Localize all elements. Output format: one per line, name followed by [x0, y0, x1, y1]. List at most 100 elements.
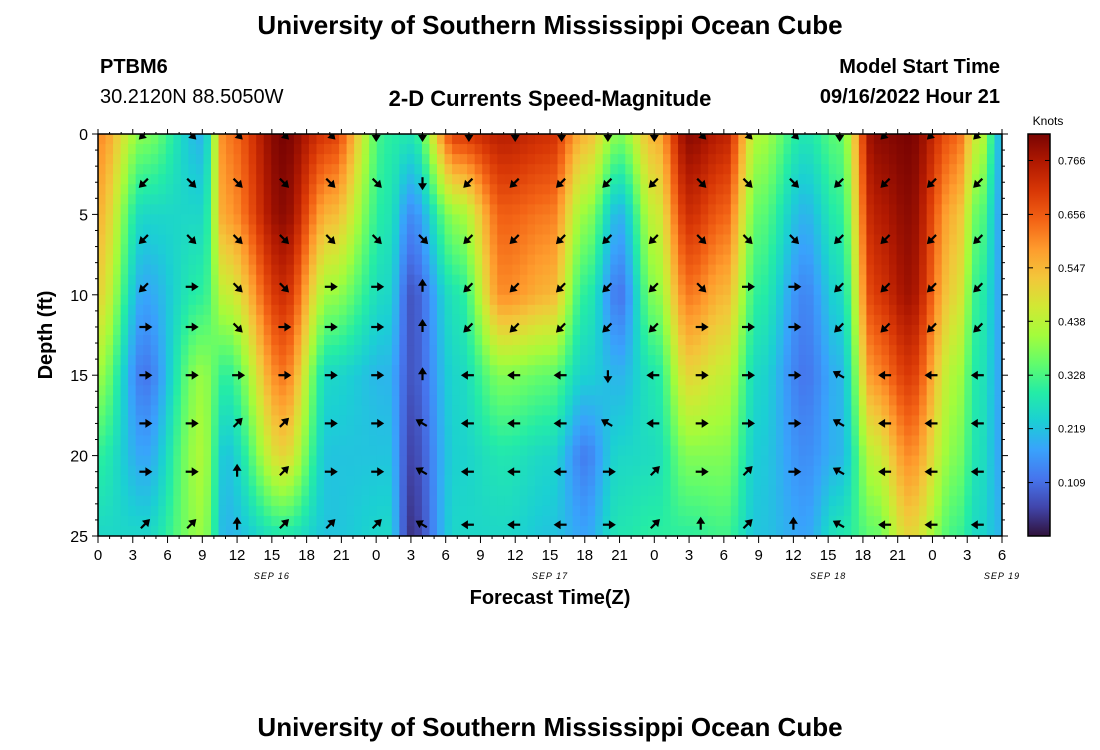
heatmap-cell	[128, 465, 137, 477]
heatmap-cell	[497, 335, 506, 346]
heatmap-cell	[655, 405, 664, 416]
heatmap-cell	[896, 525, 905, 536]
heatmap-cell	[414, 505, 423, 517]
heatmap-cell	[828, 294, 837, 306]
heatmap-cell	[587, 224, 596, 236]
heatmap-cell	[745, 435, 754, 447]
heatmap-cell	[783, 324, 792, 336]
heatmap-cell	[730, 345, 739, 356]
heatmap-cell	[98, 294, 107, 306]
heatmap-cell	[203, 294, 212, 306]
heatmap-cell	[783, 445, 792, 457]
heatmap-cell	[263, 304, 272, 316]
heatmap-cell	[399, 435, 408, 447]
heatmap-cell	[113, 375, 122, 386]
heatmap-cell	[647, 314, 657, 326]
heatmap-cell	[858, 214, 867, 226]
heatmap-cell	[211, 184, 220, 195]
heatmap-cell	[587, 254, 596, 266]
heatmap-cell	[406, 345, 415, 356]
heatmap-cell	[98, 365, 107, 376]
heatmap-cell	[263, 264, 272, 276]
heatmap-cell	[120, 365, 129, 376]
heatmap-cell	[873, 144, 883, 155]
heatmap-cell	[542, 144, 551, 155]
heatmap-cell	[595, 204, 604, 215]
heatmap-cell	[745, 164, 754, 175]
heatmap-cell	[293, 485, 302, 497]
heatmap-cell	[806, 335, 815, 346]
heatmap-cell	[324, 435, 333, 447]
heatmap-cell	[836, 385, 845, 396]
heatmap-cell	[557, 204, 566, 215]
heatmap-cell	[843, 234, 852, 246]
heatmap-cell	[263, 525, 272, 536]
heatmap-cell	[437, 375, 446, 386]
heatmap-cell	[414, 495, 423, 507]
heatmap-cell	[828, 505, 837, 517]
heatmap-cell	[783, 214, 792, 226]
heatmap-cell	[813, 284, 822, 296]
heatmap-cell	[647, 425, 657, 437]
heatmap-cell	[602, 174, 611, 185]
heatmap-cell	[444, 395, 453, 406]
heatmap-cell	[896, 425, 905, 437]
heatmap-cell	[956, 425, 965, 437]
heatmap-cell	[919, 184, 928, 195]
heatmap-cell	[211, 224, 220, 236]
heatmap-cell	[941, 355, 950, 366]
heatmap-cell	[941, 204, 950, 215]
heatmap-cell	[414, 264, 423, 276]
heatmap-cell	[655, 415, 664, 427]
heatmap-cell	[278, 385, 287, 396]
heatmap-cell	[994, 314, 1002, 326]
heatmap-cell	[723, 144, 732, 155]
current-vector-arrow	[232, 370, 246, 380]
heatmap-cell	[941, 264, 950, 276]
heatmap-cell	[625, 455, 634, 467]
heatmap-cell	[873, 495, 883, 507]
heatmap-cell	[286, 224, 295, 236]
heatmap-cell	[610, 375, 619, 386]
heatmap-cell	[828, 254, 837, 266]
heatmap-cell	[278, 324, 287, 336]
heatmap-cell	[301, 425, 310, 437]
heatmap-cell	[889, 184, 898, 195]
heatmap-cell	[180, 314, 189, 326]
heatmap-cell	[429, 485, 438, 497]
heatmap-cell	[105, 234, 114, 246]
heatmap-cell	[105, 405, 114, 416]
heatmap-cell	[308, 475, 318, 487]
heatmap-cell	[512, 525, 521, 536]
heatmap-cell	[715, 314, 724, 326]
heatmap-cell	[776, 214, 785, 226]
heatmap-cell	[632, 445, 641, 457]
heatmap-cell	[256, 335, 265, 346]
heatmap-cell	[663, 284, 672, 296]
heatmap-cell	[595, 154, 604, 165]
heatmap-cell	[308, 234, 318, 246]
heatmap-cell	[421, 525, 431, 536]
heatmap-cell	[542, 194, 551, 205]
station-coordinates: 30.2120N 88.5050W	[100, 86, 284, 108]
heatmap-cell	[519, 525, 528, 536]
heatmap-cell	[866, 355, 875, 366]
heatmap-cell	[610, 515, 619, 527]
heatmap-cell	[670, 365, 679, 376]
heatmap-cell	[158, 525, 167, 536]
heatmap-cell	[949, 284, 958, 296]
heatmap-cell	[406, 475, 415, 487]
heatmap-cell	[557, 405, 566, 416]
heatmap-cell	[421, 254, 431, 266]
heatmap-cell	[105, 485, 114, 497]
current-vector-arrow	[460, 418, 474, 428]
heatmap-cell	[414, 385, 423, 396]
heatmap-cell	[700, 164, 709, 175]
heatmap-cell	[361, 465, 370, 477]
heatmap-cell	[519, 134, 528, 145]
heatmap-cell	[798, 314, 807, 326]
heatmap-cell	[308, 194, 318, 205]
current-vector-arrow	[507, 370, 521, 380]
heatmap-cell	[376, 244, 385, 256]
heatmap-cell	[534, 485, 544, 497]
